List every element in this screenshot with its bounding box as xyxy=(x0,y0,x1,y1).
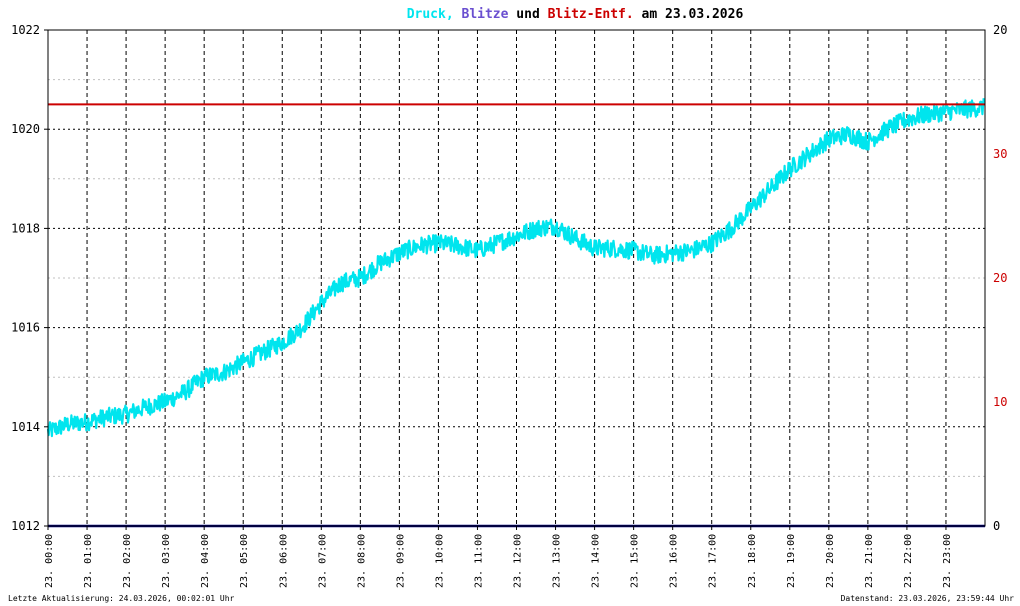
y-left-tick-label: 1020 xyxy=(11,122,40,136)
x-tick-label: 23. 07:00 xyxy=(317,534,328,588)
x-tick-label: 23. 19:00 xyxy=(786,534,797,588)
x-tick-label: 23. 03:00 xyxy=(161,534,172,588)
y-left-tick-label: 1022 xyxy=(11,23,40,37)
x-tick-label: 23. 06:00 xyxy=(278,534,289,588)
title-sep: , xyxy=(446,7,454,22)
data-status-text: Datenstand: 23.03.2026, 23:59:44 Uhr xyxy=(840,594,1014,603)
y-right-red-tick-label: 10 xyxy=(993,395,1007,409)
x-tick-label: 23. 17:00 xyxy=(708,534,719,588)
y-right-tick-label: 20 xyxy=(993,23,1007,37)
x-tick-label: 23. 08:00 xyxy=(356,534,367,588)
x-tick-label: 23. 13:00 xyxy=(552,534,563,588)
x-tick-label: 23. 20:00 xyxy=(825,534,836,588)
title-druck: Druck xyxy=(407,7,446,22)
x-tick-label: 23. 04:00 xyxy=(200,534,211,588)
y-right-red-tick-label: 20 xyxy=(993,271,1007,285)
x-tick-label: 23. 23:00 xyxy=(942,534,953,588)
x-tick-label: 23. 16:00 xyxy=(669,534,680,588)
x-tick-label: 23. 09:00 xyxy=(395,534,406,588)
x-tick-label: 23. 12:00 xyxy=(513,534,524,588)
y-left-tick-label: 1018 xyxy=(11,221,40,235)
last-update-text: Letzte Aktualisierung: 24.03.2026, 00:02… xyxy=(8,594,235,603)
x-tick-label: 23. 21:00 xyxy=(864,534,875,588)
x-tick-label: 23. 11:00 xyxy=(473,534,484,588)
y-left-tick-label: 1014 xyxy=(11,420,40,434)
x-tick-label: 23. 18:00 xyxy=(747,534,758,588)
y-left-tick-label: 1012 xyxy=(11,519,40,533)
title-entf: Blitz-Entf. xyxy=(548,7,634,22)
title-und: und xyxy=(516,7,539,22)
x-tick-label: 23. 15:00 xyxy=(630,534,641,588)
x-tick-label: 23. 14:00 xyxy=(591,534,602,588)
x-tick-label: 23. 10:00 xyxy=(434,534,445,588)
druck-line xyxy=(46,98,985,438)
x-tick-label: 23. 05:00 xyxy=(239,534,250,588)
chart-title: Druck, Blitze und Blitz-Entf. am 23.03.2… xyxy=(407,7,744,22)
x-tick-label: 23. 22:00 xyxy=(903,534,914,588)
title-blitze: Blitze xyxy=(462,7,509,22)
y-right-red-tick-label: 30 xyxy=(993,147,1007,161)
x-tick-label: 23. 01:00 xyxy=(83,534,94,588)
x-tick-label: 23. 02:00 xyxy=(122,534,133,588)
y-right-tick-label: 0 xyxy=(993,519,1000,533)
title-date: am 23.03.2026 xyxy=(642,7,744,22)
svg-text:Druck, Blitze und Blitz-Entf.: Druck, Blitze und Blitz-Entf. am 23.03.2… xyxy=(407,7,744,22)
grid xyxy=(48,30,985,526)
x-tick-label: 23. 00:00 xyxy=(44,534,55,588)
y-left-tick-label: 1016 xyxy=(11,321,40,335)
